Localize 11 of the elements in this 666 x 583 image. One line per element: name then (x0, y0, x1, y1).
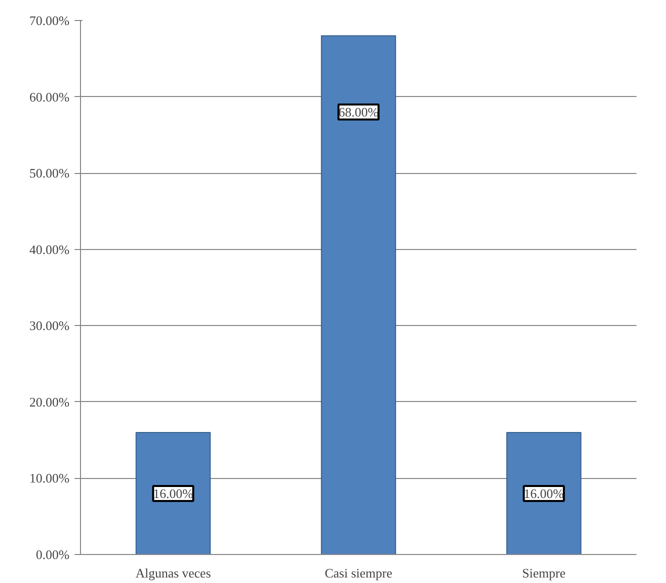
x-tick-label: Algunas veces (135, 566, 211, 580)
y-tick-label: 50.00% (29, 166, 70, 181)
y-tick-label: 30.00% (29, 318, 70, 334)
y-tick-label: 0.00% (36, 547, 70, 562)
y-tick-label: 10.00% (29, 470, 70, 486)
y-tick-label: 60.00% (29, 89, 70, 104)
x-tick-label: Siempre (522, 566, 566, 580)
y-tick-label: 20.00% (29, 394, 70, 410)
x-tick-label: Casi siempre (324, 566, 392, 580)
y-tick-label: 40.00% (29, 242, 70, 257)
y-tick-label: 70.00% (29, 13, 70, 28)
